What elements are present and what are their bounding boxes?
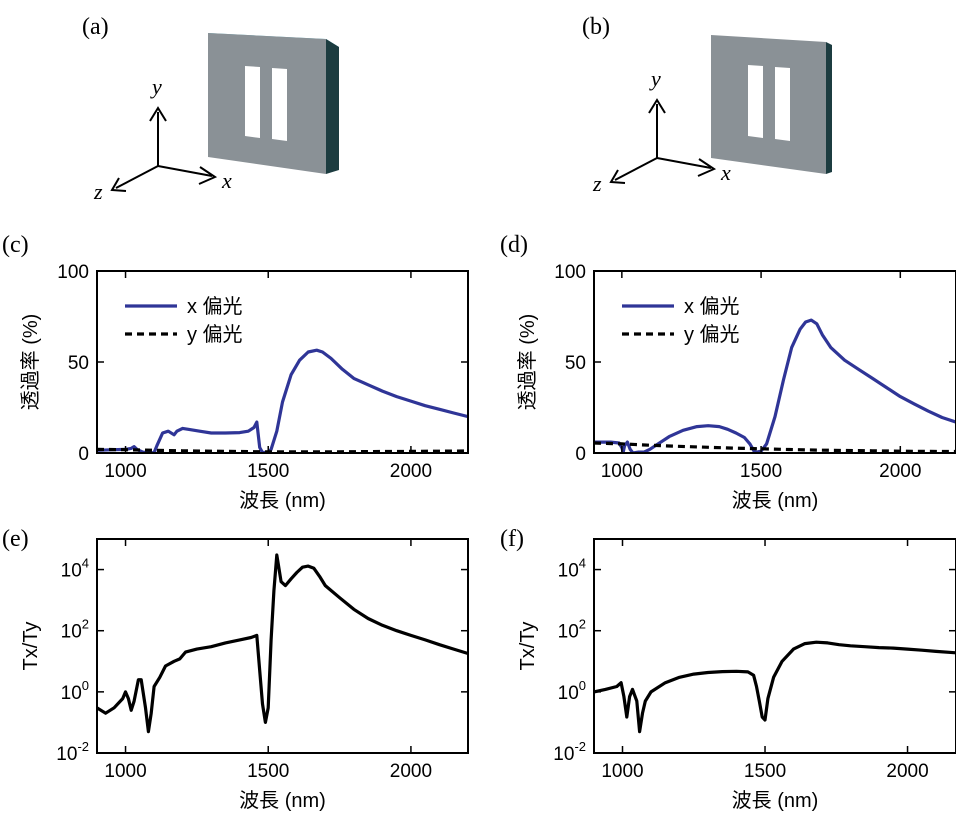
chart-f-ytick-label: 10-2 [553,739,586,765]
chart-d-legend-label-1: y 偏光 [684,323,740,346]
chart-f-ylabel: Tx/Ty [517,622,539,671]
chart-e-xtick-label: 2000 [390,761,432,782]
chart-d-frame [593,270,956,454]
axis-letter-z-b: z [592,171,602,196]
schematic-a: y x z [93,33,339,204]
slab-b [711,35,832,174]
chart-c-series-1 [97,447,468,453]
chart-f-xtick-label: 2000 [886,761,928,782]
panel-label-a: (a) [82,14,109,40]
ytick-exponent: 4 [579,556,586,571]
panel-label-e: (e) [2,526,29,552]
panel-label-d: (d) [500,232,528,258]
chart-e-ytick-label: 100 [61,678,89,704]
chart-c-ytick-label: 50 [68,353,89,374]
slab-b-side [826,42,832,174]
chart-d-legend-label-0: x 偏光 [684,295,740,318]
axis-letter-z-a: z [93,179,103,204]
schematic-b: y x z [592,35,832,196]
chart-c-xtick-label: 2000 [390,461,432,482]
chart-d-xtick-label: 1500 [740,461,782,482]
ytick-exponent: 2 [82,617,89,632]
chart-c-ylabel: 透過率 (%) [19,314,42,411]
chart-c-ytick-label: 0 [78,444,89,465]
chart-e-xtick-label: 1000 [104,761,146,782]
chart-f-ytick-label: 100 [558,678,586,704]
ytick-base: 10 [61,622,82,643]
chart-f-ytick-label: 102 [558,617,586,643]
chart-c-legend-label-0: x 偏光 [187,295,243,318]
chart-d: 1000 1500 2000 0 50 100 波長 (nm) 透過率 (%) x 偏光 y 偏光 [516,262,956,512]
chart-f-ytick-label: 104 [558,556,586,582]
panel-label-f: (f) [500,526,524,552]
chart-c-ytick-label: 100 [57,262,89,283]
chart-f-series-0 [594,640,956,734]
ytick-base: 10 [61,683,82,704]
chart-d-ytick-label: 50 [565,353,586,374]
chart-e-xlabel: 波長 (nm) [239,789,326,812]
chart-d-xtick-label: 2000 [879,461,921,482]
slab-a-face [208,33,326,174]
chart-d-series-1 [594,441,956,453]
ytick-exponent: 0 [82,678,89,693]
ytick-exponent: 0 [579,678,586,693]
chart-e-xtick-label: 1500 [247,761,289,782]
chart-c-legend-label-1: y 偏光 [187,323,243,346]
chart-c-xtick-label: 1500 [247,461,289,482]
ytick-base: 10 [558,622,579,643]
axis-triad-b [609,98,717,184]
ytick-exponent: 2 [579,617,586,632]
chart-e-series-0 [97,553,468,734]
ytick-exponent: -2 [574,739,586,754]
chart-e-ylabel: Tx/Ty [20,622,42,671]
chart-d-xtick-label: 1000 [601,461,643,482]
panel-label-b: (b) [582,14,610,40]
chart-d-xlabel: 波長 (nm) [732,489,819,512]
chart-e-ytick-label: 104 [61,556,89,582]
chart-e-ytick-label: 102 [61,617,89,643]
chart-f-xtick-label: 1500 [744,761,786,782]
chart-f-frame [593,538,956,754]
ytick-base: 10 [558,683,579,704]
chart-c: 1000 1500 2000 0 50 100 波長 (nm) 透過率 (%) x 偏光 y 偏光 [19,262,469,512]
slab-a [208,33,339,174]
panel-label-c: (c) [2,232,29,258]
slab-b-slot-right [775,67,790,141]
axis-triad-a [110,106,218,192]
axis-letter-x-b: x [720,160,731,185]
slab-a-slot-left [245,66,260,138]
chart-d-ytick-label: 100 [554,262,586,283]
chart-c-frame [96,270,469,454]
chart-c-xtick-label: 1000 [104,461,146,482]
chart-d-ylabel: 透過率 (%) [516,314,539,411]
slab-a-side [326,39,339,174]
ytick-base: 10 [553,744,574,765]
chart-f-xtick-label: 1000 [601,761,643,782]
ytick-base: 10 [56,744,77,765]
chart-d-ytick-label: 0 [575,444,586,465]
chart-c-series-0 [97,348,468,453]
slab-b-slot-left [748,65,763,138]
slab-a-slot-right [272,68,287,141]
chart-e-frame [96,538,469,754]
chart-f-xlabel: 波長 (nm) [732,789,819,812]
chart-c-xlabel: 波長 (nm) [239,489,326,512]
slab-b-face [711,35,826,174]
axis-letter-y-b: y [649,66,661,91]
chart-d-series-0 [594,318,956,453]
ytick-base: 10 [558,561,579,582]
chart-e-ytick-label: 10-2 [56,739,89,765]
ytick-exponent: 4 [82,556,89,571]
ytick-base: 10 [61,561,82,582]
axis-letter-y-a: y [150,74,162,99]
axis-letter-x-a: x [221,168,232,193]
ytick-exponent: -2 [77,739,89,754]
